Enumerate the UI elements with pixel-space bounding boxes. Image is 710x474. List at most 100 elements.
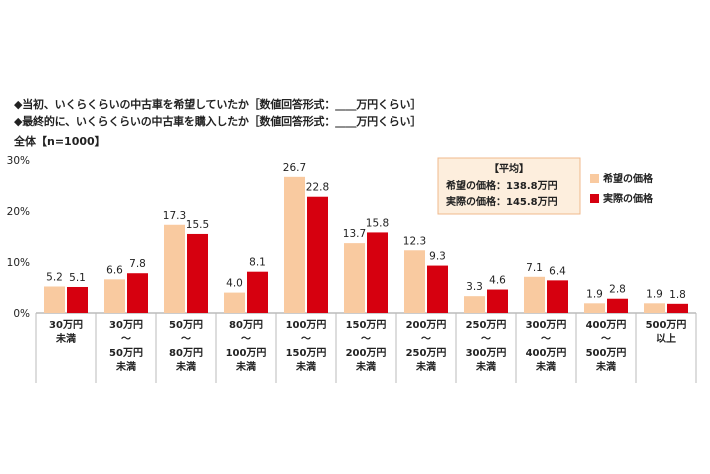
category-label: ～: [481, 334, 491, 345]
y-tick-label: 20%: [7, 206, 30, 218]
value-label: 22.8: [306, 182, 329, 194]
category-label: 未満: [55, 332, 76, 345]
average-box: [437, 157, 581, 215]
category-label: 未満: [415, 360, 436, 373]
average-desired: 希望の価格：138.8万円: [445, 179, 558, 192]
bar-actual: [67, 286, 88, 313]
category-label: ～: [241, 334, 251, 345]
category-label: 未満: [355, 360, 376, 373]
category-label: 未満: [535, 360, 556, 373]
category-label: 80万円: [169, 347, 203, 359]
legend-swatch: [590, 174, 599, 183]
category-label: ～: [421, 334, 431, 345]
value-label: 1.9: [646, 288, 663, 300]
bar-actual: [247, 271, 268, 313]
bar-desired: [464, 296, 485, 313]
value-label: 15.5: [186, 219, 209, 231]
value-label: 1.9: [586, 288, 603, 300]
sample-size-label: 全体【n=1000】: [14, 135, 106, 148]
question-1-text: ◆当初、いくらくらいの中古車を希望していたか［数値回答形式：____万円くらい］: [14, 98, 422, 111]
value-label: 1.8: [669, 289, 686, 301]
category-label: 500万円: [646, 319, 687, 331]
category-label: ～: [361, 334, 371, 345]
bar-desired: [524, 276, 545, 313]
category-label: 未満: [235, 360, 256, 373]
category-label: 200万円: [406, 319, 447, 331]
bar-actual: [367, 232, 388, 313]
category-label: 以上: [656, 332, 676, 345]
bar-desired: [644, 303, 665, 313]
category-label: 100万円: [286, 319, 327, 331]
bar-desired: [224, 292, 245, 313]
bar-desired: [44, 286, 65, 313]
category-label: 150万円: [346, 319, 387, 331]
category-label: 未満: [595, 360, 616, 373]
question-2-text: ◆最終的に、いくらくらいの中古車を購入したか［数値回答形式：____万円くらい］: [14, 115, 422, 128]
bar-actual: [427, 265, 448, 313]
category-label: 未満: [175, 360, 196, 373]
category-label: 150万円: [286, 347, 327, 359]
value-label: 7.1: [526, 262, 543, 274]
bar-actual: [187, 233, 208, 313]
category-label: ～: [301, 334, 311, 345]
category-label: 未満: [295, 360, 316, 373]
y-tick-label: 0%: [13, 308, 30, 320]
category-label: 未満: [115, 360, 136, 373]
legend-label: 希望の価格: [602, 172, 654, 185]
value-label: 6.6: [106, 264, 123, 276]
value-label: 7.8: [129, 258, 146, 270]
bar-desired: [284, 176, 305, 313]
category-label: ～: [541, 334, 551, 345]
bar-desired: [584, 303, 605, 313]
category-label: 400万円: [586, 319, 627, 331]
category-label: 250万円: [406, 347, 447, 359]
value-label: 6.4: [549, 265, 566, 277]
category-label: 30万円: [109, 319, 143, 331]
bar-actual: [307, 196, 328, 313]
y-tick-label: 10%: [7, 257, 30, 269]
category-label: 200万円: [346, 347, 387, 359]
value-label: 4.0: [226, 278, 243, 290]
category-label: 未満: [475, 360, 496, 373]
category-label: 50万円: [169, 319, 203, 331]
category-label: 500万円: [586, 347, 627, 359]
bar-desired: [164, 224, 185, 313]
value-label: 8.1: [249, 257, 266, 269]
category-label: ～: [601, 334, 611, 345]
category-label: 300万円: [526, 319, 567, 331]
y-tick-label: 30%: [7, 155, 30, 167]
category-label: 250万円: [466, 319, 507, 331]
average-box-title: 【平均】: [489, 162, 529, 175]
value-label: 5.1: [69, 272, 86, 284]
bar-actual: [607, 298, 628, 313]
value-label: 5.2: [46, 271, 63, 283]
average-actual: 実際の価格：145.8万円: [446, 195, 558, 208]
category-label: 80万円: [229, 319, 263, 331]
value-label: 26.7: [283, 162, 306, 174]
category-label: ～: [121, 334, 131, 345]
category-label: 300万円: [466, 347, 507, 359]
value-label: 9.3: [429, 251, 446, 263]
bar-actual: [487, 289, 508, 313]
bar-actual: [127, 273, 148, 313]
category-label: 400万円: [526, 347, 567, 359]
bar-desired: [104, 279, 125, 313]
bar-desired: [404, 250, 425, 313]
value-label: 2.8: [609, 284, 626, 296]
category-label: 30万円: [49, 319, 83, 331]
bar-desired: [344, 243, 365, 313]
value-label: 13.7: [343, 228, 366, 240]
legend-label: 実際の価格: [603, 192, 654, 205]
category-label: ～: [181, 334, 191, 345]
value-label: 4.6: [489, 275, 506, 287]
value-label: 3.3: [466, 281, 483, 293]
category-label: 50万円: [109, 347, 143, 359]
value-label: 15.8: [366, 217, 389, 229]
value-label: 12.3: [403, 235, 426, 247]
bar-actual: [547, 280, 568, 313]
category-label: 100万円: [226, 347, 267, 359]
bar-actual: [667, 303, 688, 313]
legend-swatch: [590, 194, 599, 203]
